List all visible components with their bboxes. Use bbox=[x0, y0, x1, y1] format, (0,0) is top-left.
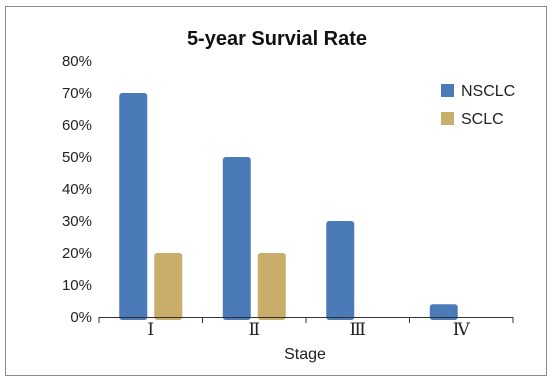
legend-swatch-nsclc bbox=[441, 84, 454, 97]
x-axis bbox=[98, 317, 514, 323]
y-tick-label: 50% bbox=[62, 149, 92, 166]
bar-sclc-1 bbox=[154, 253, 183, 320]
bars-group bbox=[119, 93, 458, 320]
y-tick-label: 80% bbox=[62, 53, 92, 70]
y-tick-label: 60% bbox=[62, 117, 92, 134]
chart-title: 5-year Survial Rate bbox=[187, 28, 367, 50]
bar-nsclc-2 bbox=[222, 157, 251, 320]
legend-label-sclc: SCLC bbox=[461, 111, 504, 128]
x-axis-label: Stage bbox=[284, 346, 326, 363]
legend-label-nsclc: NSCLC bbox=[461, 83, 515, 100]
y-tick-label: 10% bbox=[62, 277, 92, 294]
bar-nsclc-4 bbox=[429, 304, 458, 320]
legend-swatch-sclc bbox=[441, 112, 454, 125]
x-category-label: Ⅱ bbox=[248, 320, 260, 339]
y-axis-ticks: 0% 10% 20% 30% 40% 50% 60% 70% 80% bbox=[62, 53, 92, 326]
bar-nsclc-3 bbox=[326, 221, 355, 320]
bar-sclc-2 bbox=[257, 253, 286, 320]
x-category-label: Ⅲ bbox=[350, 320, 366, 339]
legend: NSCLC SCLC bbox=[441, 83, 515, 128]
x-category-label: Ⅰ bbox=[147, 320, 154, 339]
y-tick-label: 20% bbox=[62, 245, 92, 262]
y-tick-label: 70% bbox=[62, 85, 92, 102]
y-tick-label: 40% bbox=[62, 181, 92, 198]
x-category-label: Ⅳ bbox=[453, 320, 471, 339]
y-tick-label: 30% bbox=[62, 213, 92, 230]
x-axis-categories: Ⅰ Ⅱ Ⅲ Ⅳ bbox=[147, 320, 470, 339]
y-tick-label: 0% bbox=[70, 309, 92, 326]
bar-nsclc-1 bbox=[119, 93, 148, 320]
